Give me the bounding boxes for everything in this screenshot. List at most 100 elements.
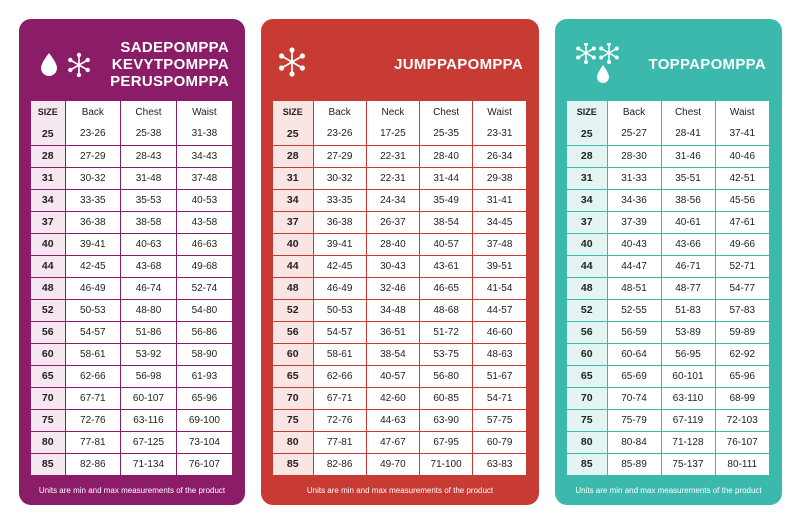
measure-cell: 37-48 xyxy=(472,232,526,255)
measure-cell: 24-34 xyxy=(365,188,420,211)
measure-cell: 54-71 xyxy=(472,386,526,409)
measure-cell: 43-58 xyxy=(175,210,232,233)
measure-cell: 52-55 xyxy=(606,298,661,321)
table-row: 37 37-39 40-61 47-61 xyxy=(567,210,769,233)
size-cell: 80 xyxy=(273,430,313,453)
measure-cell: 49-66 xyxy=(714,232,769,255)
table-body: 25 23-26 25-38 31-38 28 27-29 28-43 34-43 31 30-3… xyxy=(31,123,232,475)
table-row: 28 27-29 22-31 28-40 26-34 xyxy=(273,144,526,167)
table-row: 31 31-33 35-51 42-51 xyxy=(567,166,769,189)
measure-cell: 67-71 xyxy=(64,386,121,409)
table-header-row: SIZE Back Chest Waist xyxy=(567,101,769,123)
card-title-line: JUMPPAPOMPPA xyxy=(394,56,523,73)
card-title-line: TOPPAPOMPPA xyxy=(648,56,766,73)
card-title-line: PERUSPOMPPA xyxy=(110,73,229,90)
table-row: 80 77-81 67-125 73-104 xyxy=(31,430,232,453)
size-card-toppapomppa: TOPPAPOMPPA SIZE Back Chest Waist 25 25-27 28… xyxy=(555,19,782,505)
size-cell: 80 xyxy=(31,430,65,453)
raindrop-icon xyxy=(597,65,609,83)
measure-column-header: Chest xyxy=(660,101,715,123)
measure-cell: 32-46 xyxy=(365,276,420,299)
size-cell: 75 xyxy=(31,408,65,431)
size-cell: 60 xyxy=(31,342,65,365)
table-header: SIZE Back Neck Chest Waist xyxy=(273,101,526,123)
size-table: SIZE Back Chest Waist 25 23-26 25-38 31-38 28 27… xyxy=(31,101,232,475)
table-row: 60 58-61 53-92 58-90 xyxy=(31,342,232,365)
snowflake-icon xyxy=(279,47,305,77)
measure-cell: 75-79 xyxy=(606,408,661,431)
card-header: SADEPOMPPA KEVYTPOMPPA PERUSPOMPPA xyxy=(19,19,245,101)
measure-cell: 76-107 xyxy=(714,430,769,453)
size-cell: 48 xyxy=(273,276,313,299)
measure-cell: 25-35 xyxy=(418,123,473,145)
card-title-line: KEVYTPOMPPA xyxy=(111,56,229,73)
measure-cell: 44-57 xyxy=(472,298,526,321)
measure-column-header: Chest xyxy=(120,101,177,123)
measure-cell: 30-32 xyxy=(312,166,367,189)
table-row: 60 58-61 38-54 53-75 48-63 xyxy=(273,342,526,365)
measure-cell: 49-70 xyxy=(365,452,420,475)
measure-cell: 71-100 xyxy=(418,452,473,475)
table-row: 70 70-74 63-110 68-99 xyxy=(567,386,769,409)
table-row: 75 75-79 67-119 72-103 xyxy=(567,408,769,431)
measure-cell: 73-104 xyxy=(175,430,232,453)
size-cell: 28 xyxy=(273,144,313,167)
measure-cell: 72-103 xyxy=(714,408,769,431)
measure-cell: 57-83 xyxy=(714,298,769,321)
table-row: 34 34-36 38-56 45-56 xyxy=(567,188,769,211)
snowflake-icon xyxy=(599,41,619,65)
table-row: 75 72-76 63-116 69-100 xyxy=(31,408,232,431)
measure-cell: 53-89 xyxy=(660,320,715,343)
table-row: 85 82-86 49-70 71-100 63-83 xyxy=(273,452,526,475)
table-row: 40 40-43 43-66 49-66 xyxy=(567,232,769,255)
card-title-line: SADEPOMPPA xyxy=(120,39,229,56)
table-row: 85 82-86 71-134 76-107 xyxy=(31,452,232,475)
measure-cell: 36-51 xyxy=(365,320,420,343)
table-row: 56 56-59 53-89 59-89 xyxy=(567,320,769,343)
size-cell: 70 xyxy=(31,386,65,409)
measure-cell: 45-56 xyxy=(714,188,769,211)
measure-cell: 63-116 xyxy=(120,408,177,431)
measure-cell: 37-39 xyxy=(606,210,661,233)
table-header: SIZE Back Chest Waist xyxy=(31,101,232,123)
size-cell: 56 xyxy=(567,320,607,343)
table-row: 85 85-89 75-137 80-111 xyxy=(567,452,769,475)
measure-cell: 70-74 xyxy=(606,386,661,409)
size-cell: 37 xyxy=(567,210,607,233)
size-column-header: SIZE xyxy=(273,101,313,123)
measure-cell: 27-29 xyxy=(64,144,121,167)
size-cell: 75 xyxy=(273,408,313,431)
table-row: 65 65-69 60-101 65-96 xyxy=(567,364,769,387)
measure-cell: 67-125 xyxy=(120,430,177,453)
measure-cell: 85-89 xyxy=(606,452,661,475)
table-header-row: SIZE Back Neck Chest Waist xyxy=(273,101,526,123)
size-cell: 60 xyxy=(567,342,607,365)
size-cell: 56 xyxy=(273,320,313,343)
measure-cell: 23-26 xyxy=(312,123,367,145)
measure-cell: 47-67 xyxy=(365,430,420,453)
snowflake-icon xyxy=(68,52,90,78)
measure-cell: 46-49 xyxy=(64,276,121,299)
table-row: 25 25-27 28-41 37-41 xyxy=(567,123,769,145)
measure-cell: 71-128 xyxy=(660,430,715,453)
measure-cell: 51-72 xyxy=(418,320,473,343)
size-cell: 40 xyxy=(567,232,607,255)
measure-cell: 22-31 xyxy=(365,166,420,189)
measure-cell: 44-47 xyxy=(606,254,661,277)
table-row: 70 67-71 60-107 65-96 xyxy=(31,386,232,409)
table-row: 56 54-57 36-51 51-72 46-60 xyxy=(273,320,526,343)
size-cell: 48 xyxy=(567,276,607,299)
table-row: 37 36-38 26-37 38-54 34-45 xyxy=(273,210,526,233)
size-cell: 60 xyxy=(273,342,313,365)
measure-column-header: Back xyxy=(606,101,661,123)
measure-cell: 36-38 xyxy=(312,210,367,233)
size-cell: 44 xyxy=(567,254,607,277)
table-body: 25 25-27 28-41 37-41 28 28-30 31-46 40-46 31 31-3… xyxy=(567,123,769,475)
size-cell: 40 xyxy=(273,232,313,255)
table-row: 60 60-64 56-95 62-92 xyxy=(567,342,769,365)
snowflake-icon xyxy=(576,41,596,65)
table-row: 44 42-45 30-43 43-61 39-51 xyxy=(273,254,526,277)
measure-cell: 31-41 xyxy=(472,188,526,211)
measure-cell: 48-51 xyxy=(606,276,661,299)
table-row: 80 80-84 71-128 76-107 xyxy=(567,430,769,453)
